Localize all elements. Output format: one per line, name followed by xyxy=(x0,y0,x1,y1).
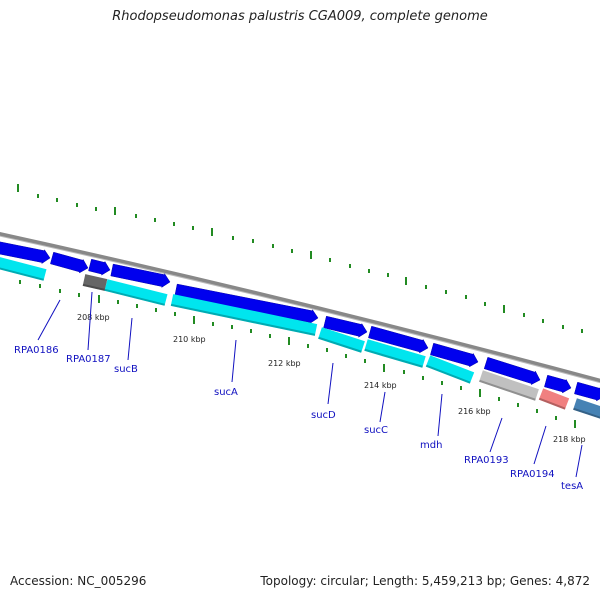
topology-text: Topology: circular; Length: 5,459,213 bp… xyxy=(260,574,590,588)
gene-label-succ: sucC xyxy=(364,425,388,436)
cds-arrow-sucb xyxy=(110,263,171,288)
cds-arrow-succ xyxy=(368,325,429,354)
gene-label-rpa0187: RPA0187 xyxy=(66,354,111,365)
gene-bar-succ xyxy=(364,339,426,368)
gene-label-suca: sucA xyxy=(214,387,238,398)
leader-line-succ xyxy=(379,391,386,423)
scale-label-208-kbp: 208 kbp xyxy=(77,313,110,322)
leader-line-rpa0193 xyxy=(489,417,503,453)
gene-bar-rpa0193 xyxy=(479,370,539,401)
gene-bar-rpa0194 xyxy=(538,388,570,410)
gene-bar-sucb-shade xyxy=(104,288,165,306)
cds-arrow-sucd xyxy=(323,315,368,338)
scale-label-218-kbp: 218 kbp xyxy=(553,435,586,444)
gene-bar-mdh-shade xyxy=(425,364,471,384)
gene-bar-tesa-shade xyxy=(573,407,600,419)
map-title: Rhodopseudomonas palustris CGA009, compl… xyxy=(112,9,488,24)
gene-bar-rpa0187-shade xyxy=(82,283,106,291)
gene-label-sucd: sucD xyxy=(311,410,336,421)
gene-label-rpa0194: RPA0194 xyxy=(510,469,555,480)
scale-label-212-kbp: 212 kbp xyxy=(268,359,301,368)
genome-backbone xyxy=(0,232,600,383)
leader-line-suca xyxy=(231,339,237,383)
genome-backbone-shadow xyxy=(0,235,600,384)
cds-arrow-rpa0194 xyxy=(544,374,572,394)
leader-line-sucb xyxy=(127,317,133,361)
gene-bar-suca xyxy=(170,294,318,336)
gene-bar-sucb xyxy=(104,279,168,306)
accession-text: Accession: NC_005296 xyxy=(10,574,147,588)
cds-arrow-rpa0186 xyxy=(0,241,51,265)
gene-bar-suca-shade xyxy=(170,303,316,336)
gene-bar-rpa0194-shade xyxy=(538,397,566,410)
gene-bar-rpa0186 xyxy=(0,257,47,281)
leader-line-rpa0186 xyxy=(37,299,61,341)
gene-bar-rpa0186-shade xyxy=(0,267,44,281)
leader-line-rpa0187 xyxy=(87,291,93,351)
scale-label-216-kbp: 216 kbp xyxy=(458,407,491,416)
gene-bar-sucd-shade xyxy=(318,336,362,353)
cds-arrow-rpa0193 xyxy=(483,356,541,386)
cds-arrow-rpa0187 xyxy=(50,251,89,274)
leader-line-rpa0194 xyxy=(533,425,547,465)
leader-line-tesa xyxy=(575,444,583,478)
cds-arrow-mdh xyxy=(430,342,479,368)
gene-bar-rpa0193-shade xyxy=(479,379,536,401)
cds-arrow-small xyxy=(88,258,111,276)
gene-bar-tesa xyxy=(573,398,600,419)
gene-label-tesa: tesA xyxy=(561,481,583,492)
gene-bar-mdh xyxy=(425,355,475,384)
gene-label-mdh: mdh xyxy=(420,440,442,451)
cds-arrow-tesa xyxy=(574,381,600,402)
gene-bar-sucd xyxy=(318,327,365,353)
gene-label-rpa0193: RPA0193 xyxy=(464,455,509,466)
scale-label-214-kbp: 214 kbp xyxy=(364,381,397,390)
leader-line-mdh xyxy=(437,393,443,437)
scale-label-210-kbp: 210 kbp xyxy=(173,335,206,344)
leader-line-sucd xyxy=(327,362,334,405)
gene-label-rpa0186: RPA0186 xyxy=(14,345,59,356)
gene-label-sucb: sucB xyxy=(114,364,138,375)
gene-bar-succ-shade xyxy=(364,348,423,368)
gene-bar-rpa0187 xyxy=(82,274,108,291)
